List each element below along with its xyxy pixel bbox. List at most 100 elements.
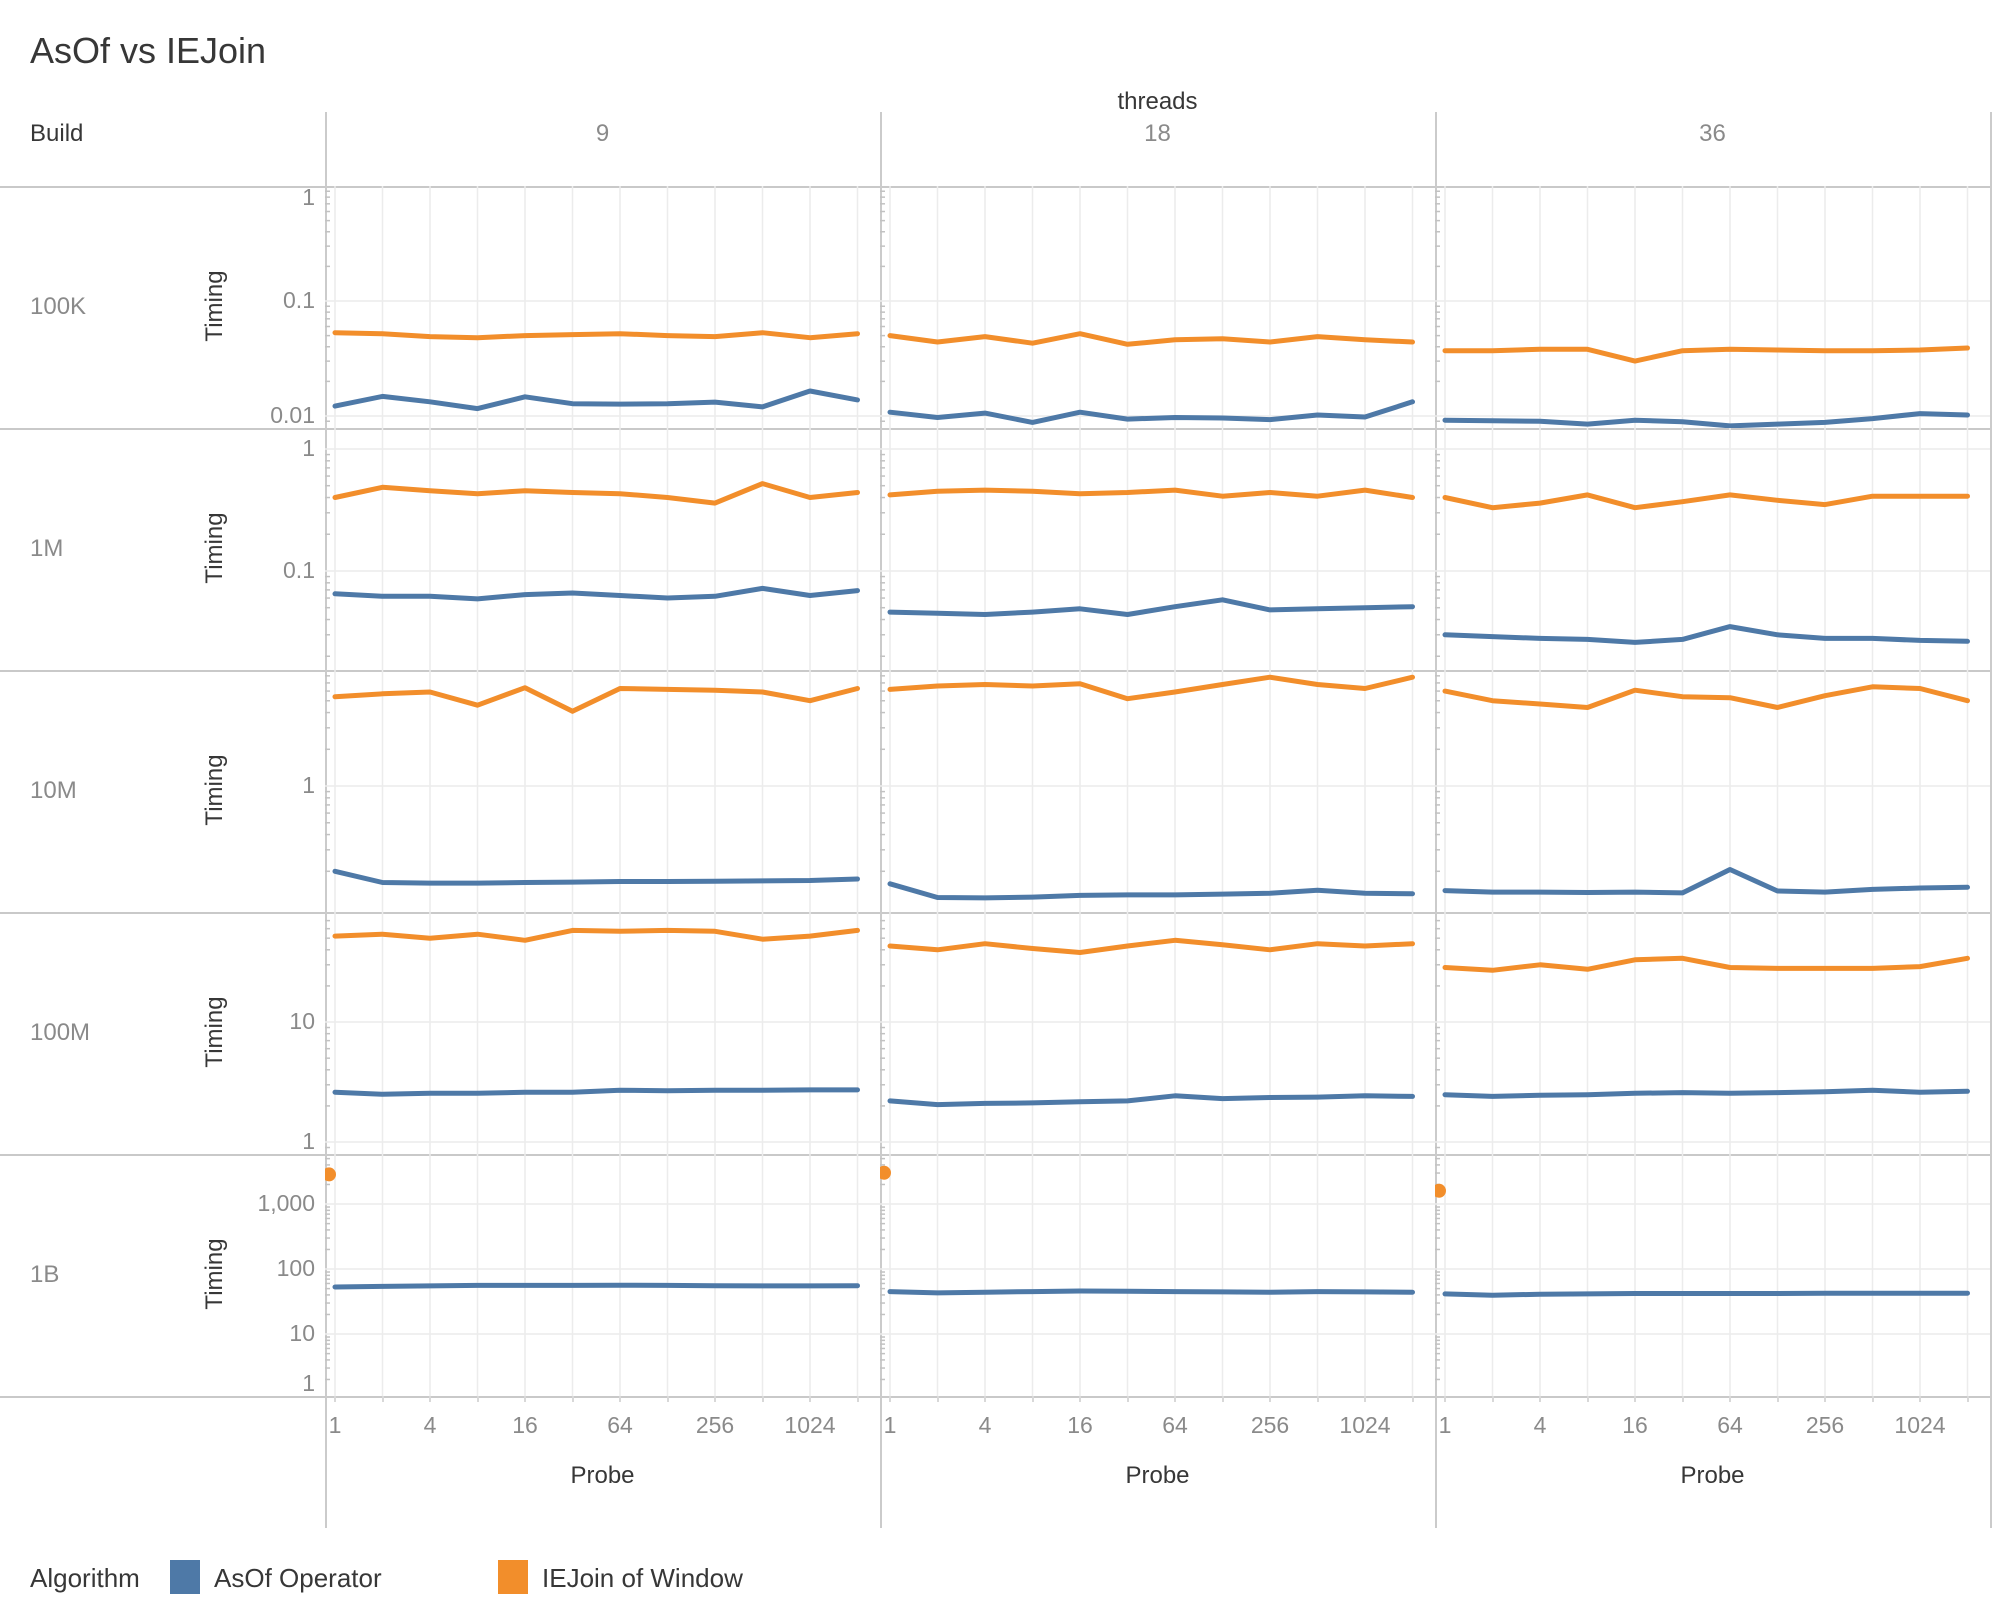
- iejoin-point: [1435, 1183, 1446, 1198]
- iejoin-line: [887, 674, 1415, 702]
- panel-100K-36threads: [1435, 186, 1990, 428]
- iejoin-point: [325, 1167, 336, 1182]
- asof-line: [1442, 1290, 1970, 1298]
- asof-line: [887, 881, 1415, 901]
- x-tick-mark: [856, 1396, 859, 1402]
- asof-line: [1442, 1087, 1970, 1099]
- x-tick-label: 64: [607, 1412, 633, 1438]
- asof-line: [332, 868, 860, 886]
- x-tick-label: 4: [1533, 1412, 1547, 1438]
- x-tick-mark: [1126, 1396, 1129, 1402]
- facet-column-header: threads: [1117, 88, 1198, 115]
- x-tick-mark: [1444, 1396, 1446, 1402]
- x-tick-label: 256: [1805, 1412, 1845, 1438]
- x-tick-mark: [1776, 1396, 1779, 1402]
- x-tick-mark: [1966, 1396, 1969, 1402]
- column-divider: [1990, 112, 1992, 1528]
- x-tick-mark: [334, 1396, 336, 1402]
- x-axis-title: Probe: [570, 1462, 635, 1489]
- y-tick-label: 0.1: [283, 556, 315, 583]
- x-tick-label: 64: [1717, 1412, 1743, 1438]
- x-tick-mark: [1364, 1396, 1366, 1402]
- y-tick-label: 1: [302, 1128, 315, 1154]
- asof-line: [1442, 624, 1970, 645]
- x-tick-label: 4: [978, 1412, 992, 1438]
- x-tick-mark: [1729, 1396, 1731, 1402]
- column-divider: [325, 112, 327, 1528]
- build-row-label-1M: 1M: [30, 535, 64, 562]
- iejoin-point: [880, 1165, 891, 1180]
- y-tick-label: 100: [276, 1255, 315, 1282]
- x-tick-mark: [1871, 1396, 1874, 1402]
- x-tick-mark: [1269, 1396, 1271, 1402]
- x-tick-mark: [666, 1396, 669, 1402]
- panel-10M-36threads: [1435, 670, 1990, 912]
- facet-column-value-9: 9: [595, 120, 610, 147]
- asof-line: [1442, 867, 1970, 896]
- iejoin-line: [887, 331, 1415, 347]
- x-tick-mark: [429, 1396, 431, 1402]
- x-tick-label: 4: [423, 1412, 437, 1438]
- row-divider: [0, 1396, 1990, 1398]
- x-tick-label: 256: [1250, 1412, 1290, 1438]
- y-tick-label: 1: [302, 1370, 315, 1396]
- x-axis-title: Probe: [1125, 1462, 1190, 1489]
- panel-1M-9threads: [325, 428, 880, 670]
- y-axis-title: Timing: [201, 1238, 228, 1310]
- y-axis-title: Timing: [201, 754, 228, 826]
- x-tick-mark: [1411, 1396, 1414, 1402]
- build-row-label-10M: 10M: [30, 777, 77, 804]
- row-divider: [0, 912, 1990, 914]
- asof-line: [332, 585, 860, 602]
- x-tick-label: 256: [695, 1412, 735, 1438]
- y-axis-title: Timing: [201, 270, 228, 342]
- column-divider: [880, 112, 882, 1528]
- x-tick-label: 16: [1622, 1412, 1648, 1438]
- iejoin-line: [332, 927, 860, 943]
- x-tick-mark: [1681, 1396, 1684, 1402]
- x-tick-mark: [524, 1396, 526, 1402]
- panel-100M-9threads: [325, 912, 880, 1154]
- y-axis-title: Timing: [201, 996, 228, 1068]
- y-tick-label: 0.1: [283, 287, 315, 313]
- column-divider: [1435, 112, 1437, 1528]
- iejoin-line: [332, 330, 860, 341]
- x-tick-mark: [889, 1396, 891, 1402]
- row-divider: [0, 1154, 1990, 1156]
- x-tick-mark: [936, 1396, 939, 1402]
- iejoin-line: [1442, 955, 1970, 973]
- x-tick-label: 1: [883, 1412, 897, 1438]
- x-tick-mark: [1221, 1396, 1224, 1402]
- build-row-label-100M: 100M: [30, 1019, 91, 1046]
- y-tick-label: 0.01: [270, 402, 315, 428]
- panel-10M-18threads: [880, 670, 1435, 912]
- x-tick-label: 1: [1438, 1412, 1452, 1438]
- build-row-label-1B: 1B: [30, 1261, 60, 1288]
- x-tick-mark: [809, 1396, 811, 1402]
- row-divider: [0, 186, 1990, 188]
- x-tick-mark: [1586, 1396, 1589, 1402]
- legend-item-label: IEJoin of Window: [542, 1563, 743, 1593]
- x-tick-mark: [381, 1396, 384, 1402]
- x-tick-mark: [1634, 1396, 1636, 1402]
- panel-1B-36threads: [1435, 1154, 1990, 1396]
- facet-row-header: Build: [30, 120, 84, 147]
- facet-column-value-18: 18: [1144, 120, 1171, 147]
- y-tick-label: 1: [302, 772, 315, 799]
- x-tick-mark: [714, 1396, 716, 1402]
- x-tick-mark: [1491, 1396, 1494, 1402]
- legend: Algorithm AsOf Operator IEJoin of Window: [0, 1555, 2000, 1600]
- x-tick-label: 16: [512, 1412, 538, 1438]
- page-title: AsOf vs IEJoin: [30, 30, 267, 71]
- iejoin-line: [887, 487, 1415, 500]
- panel-100M-18threads: [880, 912, 1435, 1154]
- panel-100K-9threads: [325, 186, 880, 428]
- x-tick-mark: [1031, 1396, 1034, 1402]
- asof-line: [332, 1282, 860, 1290]
- x-tick-label: 16: [1067, 1412, 1093, 1438]
- x-tick-label: 64: [1162, 1412, 1188, 1438]
- panel-1B-9threads: [325, 1154, 880, 1396]
- asof-line: [887, 1093, 1415, 1108]
- x-tick-mark: [761, 1396, 764, 1402]
- panel-1B-18threads: [880, 1154, 1435, 1396]
